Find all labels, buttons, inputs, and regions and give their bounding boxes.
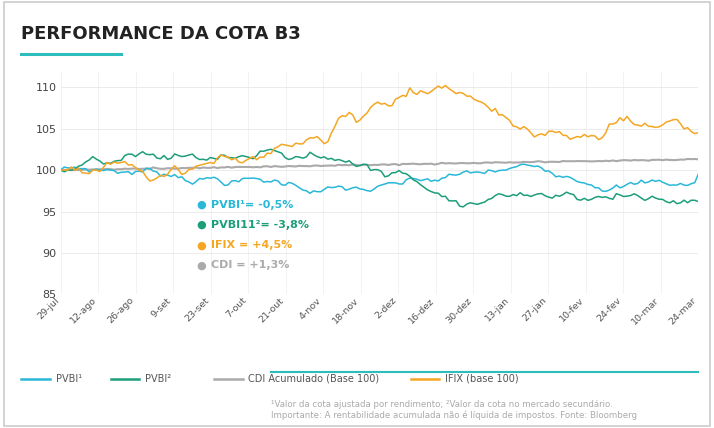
Text: PERFORMANCE DA COTA B3: PERFORMANCE DA COTA B3 <box>21 25 301 43</box>
Text: IFIX (base 100): IFIX (base 100) <box>445 374 518 384</box>
Text: ●: ● <box>196 260 206 270</box>
Text: ●: ● <box>196 200 206 210</box>
Text: ●: ● <box>196 240 206 250</box>
Text: PVBI¹: PVBI¹ <box>56 374 82 384</box>
Text: ¹Valor da cota ajustada por rendimento; ²Valor da cota no mercado secundário.
Im: ¹Valor da cota ajustada por rendimento; … <box>271 400 638 420</box>
Text: ●: ● <box>196 220 206 230</box>
Text: CDI Acumulado (Base 100): CDI Acumulado (Base 100) <box>248 374 380 384</box>
Text: CDI = +1,3%: CDI = +1,3% <box>211 260 289 270</box>
Text: PVBI²: PVBI² <box>145 374 171 384</box>
Text: PVBI11²= -3,8%: PVBI11²= -3,8% <box>211 220 308 230</box>
Text: PVBI¹= -0,5%: PVBI¹= -0,5% <box>211 200 293 210</box>
Text: IFIX = +4,5%: IFIX = +4,5% <box>211 240 292 250</box>
